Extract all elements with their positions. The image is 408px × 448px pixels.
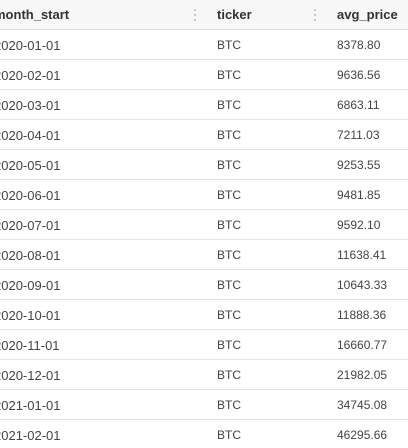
cell-avg-price: 9481.85	[337, 188, 381, 202]
table-row[interactable]: 2021-02-01 BTC 46295.66	[0, 420, 408, 448]
cell-ticker: BTC	[217, 128, 241, 142]
cell-ticker: BTC	[217, 68, 241, 82]
table-row[interactable]: 2020-05-01 BTC 9253.55	[0, 150, 408, 180]
cell-avg-price: 6863.11	[337, 98, 380, 112]
cell-month-start: 2020-03-01	[0, 98, 61, 113]
cell-ticker: BTC	[217, 98, 241, 112]
column-menu-icon[interactable]	[313, 9, 317, 21]
cell-avg-price: 11638.41	[337, 248, 387, 262]
cell-ticker: BTC	[217, 278, 241, 292]
cell-month-start: 2020-07-01	[0, 218, 61, 233]
cell-avg-price: 9253.55	[337, 158, 381, 172]
column-menu-icon[interactable]	[193, 9, 197, 21]
cell-avg-price: 9636.56	[337, 68, 381, 82]
cell-ticker: BTC	[217, 338, 241, 352]
table-row[interactable]: 2020-04-01 BTC 7211.03	[0, 120, 408, 150]
grid-header: month_start ticker avg_price	[0, 0, 408, 30]
cell-month-start: 2020-08-01	[0, 248, 61, 263]
table-row[interactable]: 2020-08-01 BTC 11638.41	[0, 240, 408, 270]
cell-avg-price: 21982.05	[337, 368, 388, 382]
column-header-month-start[interactable]: month_start	[0, 7, 70, 22]
table-row[interactable]: 2020-06-01 BTC 9481.85	[0, 180, 408, 210]
cell-month-start: 2021-02-01	[0, 428, 61, 443]
grid-body: 2020-01-01 BTC 8378.80 2020-02-01 BTC 9636.56…	[0, 30, 408, 448]
cell-ticker: BTC	[217, 308, 241, 322]
table-row[interactable]: 2020-11-01 BTC 16660.77	[0, 330, 408, 360]
cell-month-start: 2020-02-01	[0, 68, 61, 83]
cell-month-start: 2020-12-01	[0, 368, 61, 383]
cell-month-start: 2020-01-01	[0, 38, 61, 53]
cell-month-start: 2020-04-01	[0, 128, 61, 143]
column-header-ticker[interactable]: ticker	[217, 7, 252, 22]
cell-month-start: 2020-11-01	[0, 338, 60, 353]
cell-month-start: 2020-10-01	[0, 308, 61, 323]
cell-month-start: 2020-09-01	[0, 278, 61, 293]
cell-avg-price: 11888.36	[337, 308, 387, 322]
cell-ticker: BTC	[217, 428, 241, 442]
table-row[interactable]: 2020-10-01 BTC 11888.36	[0, 300, 408, 330]
table-row[interactable]: 2020-12-01 BTC 21982.05	[0, 360, 408, 390]
cell-month-start: 2020-05-01	[0, 158, 61, 173]
cell-month-start: 2020-06-01	[0, 188, 61, 203]
cell-ticker: BTC	[217, 248, 241, 262]
cell-ticker: BTC	[217, 38, 241, 52]
cell-ticker: BTC	[217, 158, 241, 172]
cell-ticker: BTC	[217, 218, 241, 232]
table-row[interactable]: 2020-01-01 BTC 8378.80	[0, 30, 408, 60]
cell-ticker: BTC	[217, 368, 241, 382]
cell-avg-price: 34745.08	[337, 398, 388, 412]
table-row[interactable]: 2020-02-01 BTC 9636.56	[0, 60, 408, 90]
cell-ticker: BTC	[217, 188, 241, 202]
table-row[interactable]: 2020-09-01 BTC 10643.33	[0, 270, 408, 300]
cell-ticker: BTC	[217, 398, 241, 412]
table-row[interactable]: 2021-01-01 BTC 34745.08	[0, 390, 408, 420]
cell-avg-price: 16660.77	[337, 338, 388, 352]
column-header-avg-price[interactable]: avg_price	[337, 7, 398, 22]
table-row[interactable]: 2020-03-01 BTC 6863.11	[0, 90, 408, 120]
table-row[interactable]: 2020-07-01 BTC 9592.10	[0, 210, 408, 240]
cell-avg-price: 8378.80	[337, 38, 381, 52]
cell-avg-price: 10643.33	[337, 278, 388, 292]
cell-month-start: 2021-01-01	[0, 398, 61, 413]
cell-avg-price: 46295.66	[337, 428, 388, 442]
cell-avg-price: 9592.10	[337, 218, 381, 232]
cell-avg-price: 7211.03	[337, 128, 380, 142]
